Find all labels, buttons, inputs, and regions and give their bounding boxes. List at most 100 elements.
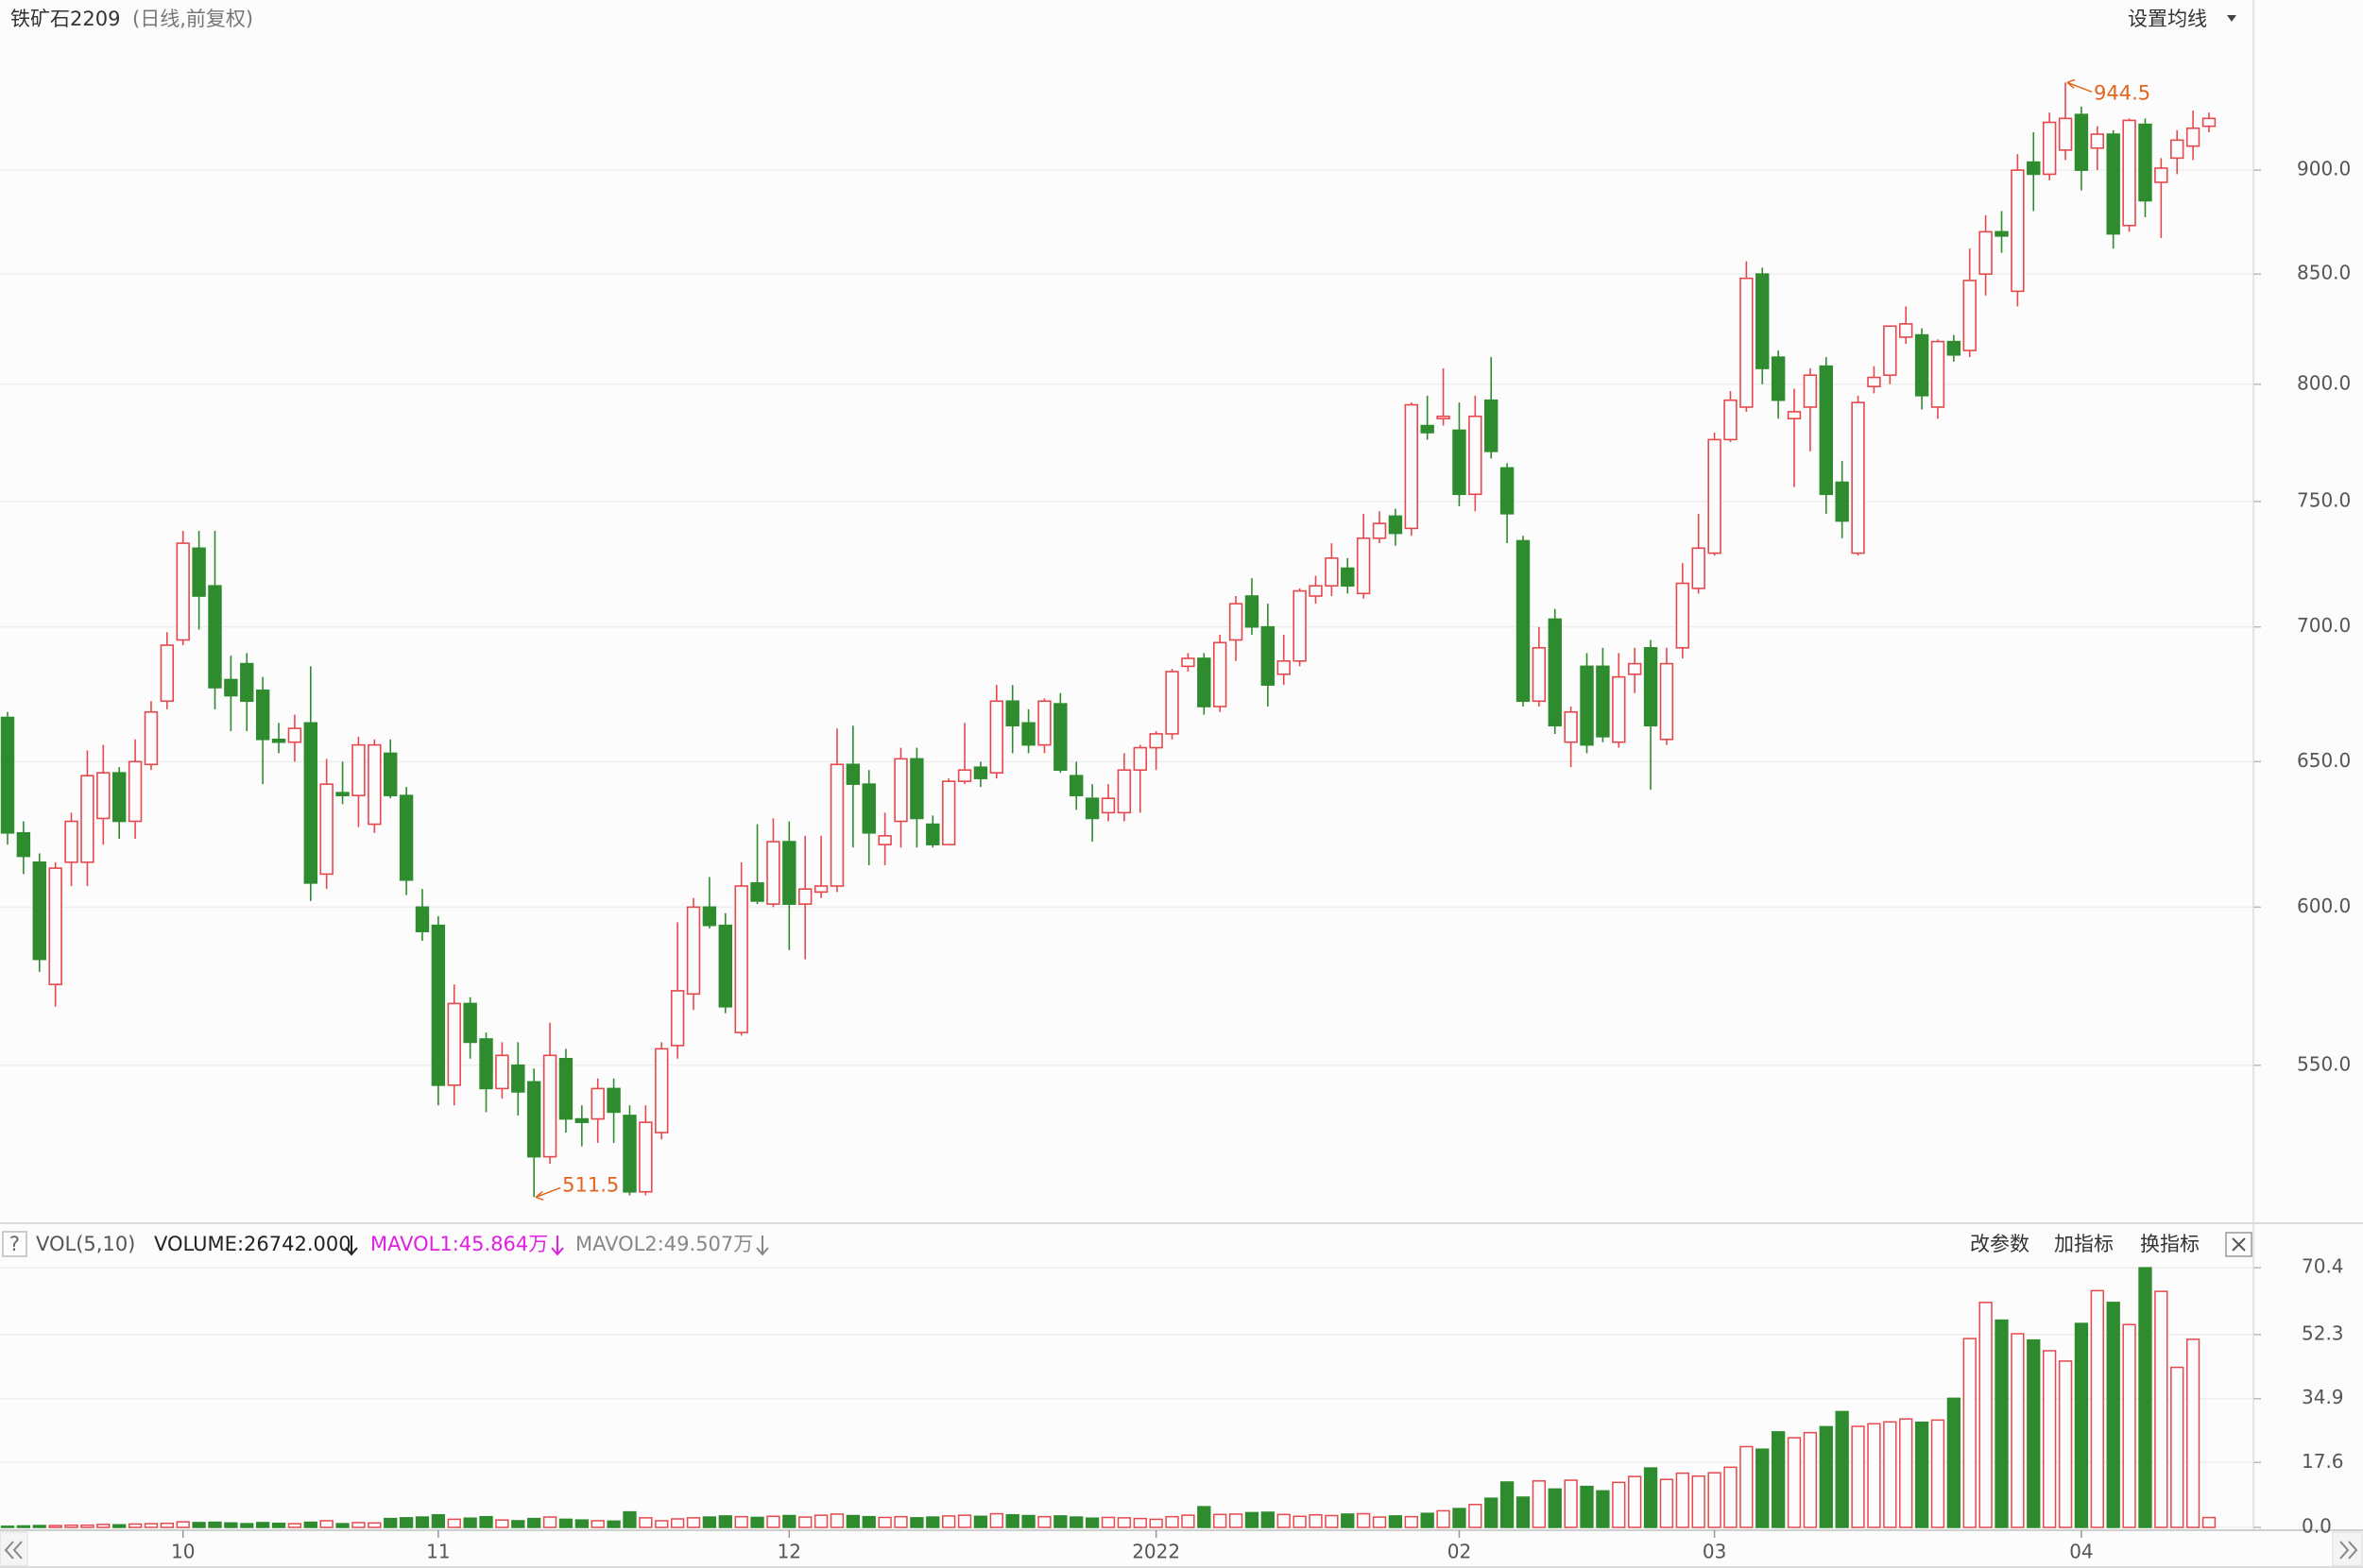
candle-body [1564,710,1578,743]
arrow-down [345,1236,358,1256]
candle-body [368,743,382,826]
scroll-right[interactable] [2332,1531,2363,1567]
indicator-button[interactable]: 改参数 [1970,1233,2029,1255]
volume-bar [1244,1511,1259,1528]
volume-bar [2170,1366,2184,1528]
candle-body [2058,117,2073,151]
candle-body [1420,424,1434,434]
candle-body [734,885,748,1033]
y-tick-label: 700.0 [2297,614,2351,637]
candle-body [208,585,222,689]
candle-body [989,700,1004,774]
volume-bar [750,1516,764,1528]
candle-body [2090,133,2105,149]
dropdown-icon[interactable] [2227,15,2236,22]
candle-body [1596,665,1610,738]
candle-body [1309,585,1323,597]
volume-bar [351,1522,366,1528]
arrow-down [756,1236,769,1256]
candle-body [192,547,206,597]
candle-body [2042,121,2057,176]
candle-body [64,820,78,863]
volume-bar [1867,1423,1881,1528]
candle-body [926,823,940,845]
volume-bar [1053,1515,1068,1528]
volume-bar [495,1519,509,1528]
volume-bar [368,1522,382,1528]
candle-body [1643,647,1658,727]
candle-body [718,924,732,1008]
scroll-left-icon[interactable] [4,1541,23,1559]
volume-bar [240,1523,254,1528]
volume-bar [1691,1474,1705,1528]
help-icon[interactable]: ? [9,1233,20,1255]
volume-bar [846,1514,861,1528]
candle-body [1436,415,1450,420]
volume-bar [1515,1496,1531,1528]
candle-body [2011,169,2025,293]
candle-body [111,772,127,823]
volume-bar [1819,1425,1833,1528]
candle-body [1515,539,1531,703]
volume-bar [1962,1338,1977,1528]
volume-bar [1978,1302,1993,1528]
candle-body [431,924,446,1086]
candle-body [1914,333,1929,397]
volume-bar [176,1521,190,1528]
candle-body [957,769,972,782]
volume-bar [607,1520,621,1528]
volume-bar [798,1516,813,1528]
close-icon[interactable] [2232,1237,2246,1252]
volume-bar [2011,1333,2025,1528]
volume-bar [1739,1445,1754,1528]
x-tick-label: 11 [426,1541,450,1563]
candle-body [670,990,685,1047]
candle-body [2106,133,2120,235]
volume-bar [1883,1421,1897,1528]
candle-body [128,760,143,823]
annotation-arrow [2066,78,2093,93]
volume-bar [224,1522,238,1528]
volume-bar [574,1519,589,1528]
candle-body [639,1121,653,1193]
candle-body [447,1002,461,1086]
candle-body [1165,671,1179,735]
candle-body [782,841,796,905]
volume-bar [1851,1425,1865,1528]
candle-body [558,1057,574,1120]
candle-body [1723,399,1738,441]
candle-body [1276,659,1291,675]
close-box[interactable] [2225,1232,2252,1257]
volume-bar [1197,1506,1211,1528]
x-tick-label: 02 [1447,1541,1471,1563]
candle-body [1293,589,1307,662]
y-tick-label: 17.6 [2302,1450,2344,1473]
volume-bar [2043,1350,2057,1528]
volume-bar [1021,1514,1036,1528]
volume-bar [862,1515,876,1528]
candle-body [766,841,780,905]
volume-bar [1899,1418,1913,1528]
scroll-left[interactable] [0,1531,28,1567]
volume-bar [2106,1302,2120,1528]
volume-bar [1213,1513,1227,1528]
indicator-button[interactable]: 加指标 [2054,1233,2114,1255]
volume-bar [384,1517,398,1528]
volume-bar [1643,1467,1658,1528]
volume-bar [878,1516,892,1528]
candle-body [1755,273,1770,369]
candle-body [1133,746,1147,772]
help-box[interactable] [2,1231,27,1257]
indicator-button[interactable]: 换指标 [2140,1233,2200,1255]
volume-bar [319,1520,334,1528]
scroll-right-icon[interactable] [2339,1541,2358,1559]
volume-bar [670,1518,685,1528]
ma-settings-button[interactable]: 设置均线 [2128,8,2207,30]
candle-body [2185,127,2200,147]
y-tick-label: 650.0 [2297,749,2351,772]
volume-bar [1723,1466,1738,1528]
volume-bar [2138,1267,2152,1528]
volume-bar [335,1523,350,1528]
candle-body [2138,123,2152,202]
